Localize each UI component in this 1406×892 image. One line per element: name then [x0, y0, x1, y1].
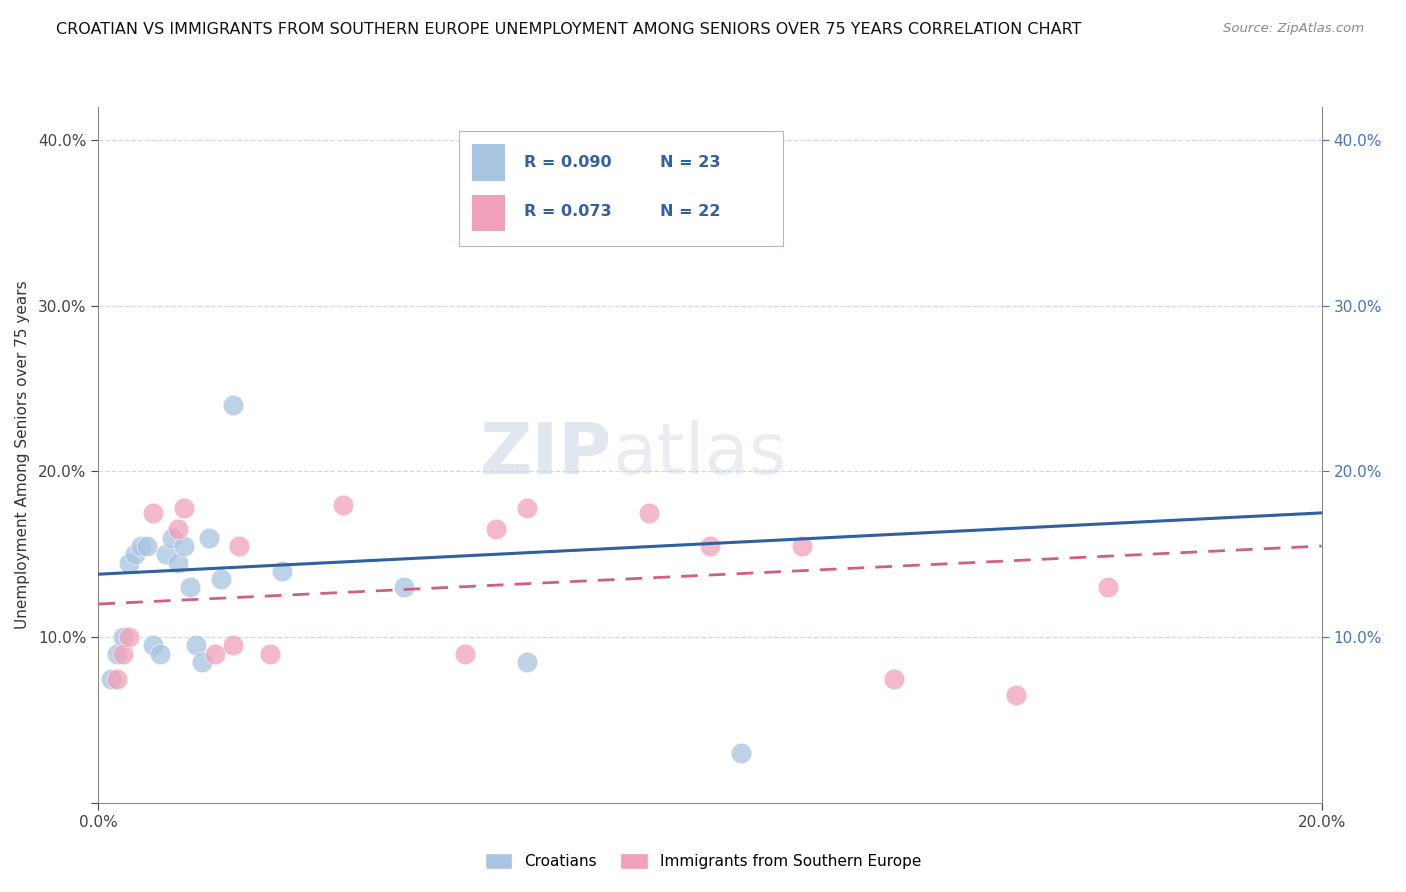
- Point: [167, 523, 190, 537]
- Point: [167, 556, 190, 570]
- Point: [173, 539, 195, 553]
- Point: [1097, 581, 1119, 595]
- Point: [149, 647, 172, 661]
- Text: ZIP: ZIP: [479, 420, 612, 490]
- Point: [160, 531, 183, 545]
- Point: [209, 572, 232, 586]
- Point: [546, 199, 568, 213]
- Point: [204, 647, 226, 661]
- Point: [155, 547, 177, 561]
- Point: [173, 500, 195, 515]
- Point: [179, 581, 201, 595]
- Legend: Croatians, Immigrants from Southern Europe: Croatians, Immigrants from Southern Euro…: [478, 847, 928, 875]
- Point: [111, 647, 134, 661]
- Point: [111, 630, 134, 644]
- Point: [100, 672, 122, 686]
- Point: [105, 672, 128, 686]
- Y-axis label: Unemployment Among Seniors over 75 years: Unemployment Among Seniors over 75 years: [15, 281, 30, 629]
- Point: [186, 639, 208, 653]
- Point: [118, 556, 141, 570]
- Text: CROATIAN VS IMMIGRANTS FROM SOUTHERN EUROPE UNEMPLOYMENT AMONG SENIORS OVER 75 Y: CROATIAN VS IMMIGRANTS FROM SOUTHERN EUR…: [56, 22, 1081, 37]
- Point: [142, 639, 165, 653]
- Point: [136, 539, 159, 553]
- Point: [790, 539, 813, 553]
- Point: [124, 547, 146, 561]
- Point: [222, 639, 245, 653]
- Point: [637, 506, 661, 520]
- Point: [454, 647, 477, 661]
- Point: [118, 630, 141, 644]
- Point: [270, 564, 292, 578]
- Point: [197, 531, 219, 545]
- Point: [485, 523, 508, 537]
- Point: [228, 539, 250, 553]
- Text: Source: ZipAtlas.com: Source: ZipAtlas.com: [1223, 22, 1364, 36]
- Point: [516, 655, 538, 669]
- Point: [129, 539, 152, 553]
- Point: [191, 655, 214, 669]
- Point: [516, 500, 538, 515]
- Point: [392, 581, 416, 595]
- Point: [259, 647, 281, 661]
- Point: [332, 498, 354, 512]
- Point: [883, 672, 905, 686]
- Text: atlas: atlas: [612, 420, 786, 490]
- Point: [105, 647, 128, 661]
- Point: [730, 746, 752, 760]
- Point: [222, 398, 245, 412]
- Point: [699, 539, 721, 553]
- Point: [1004, 688, 1026, 702]
- Point: [142, 506, 165, 520]
